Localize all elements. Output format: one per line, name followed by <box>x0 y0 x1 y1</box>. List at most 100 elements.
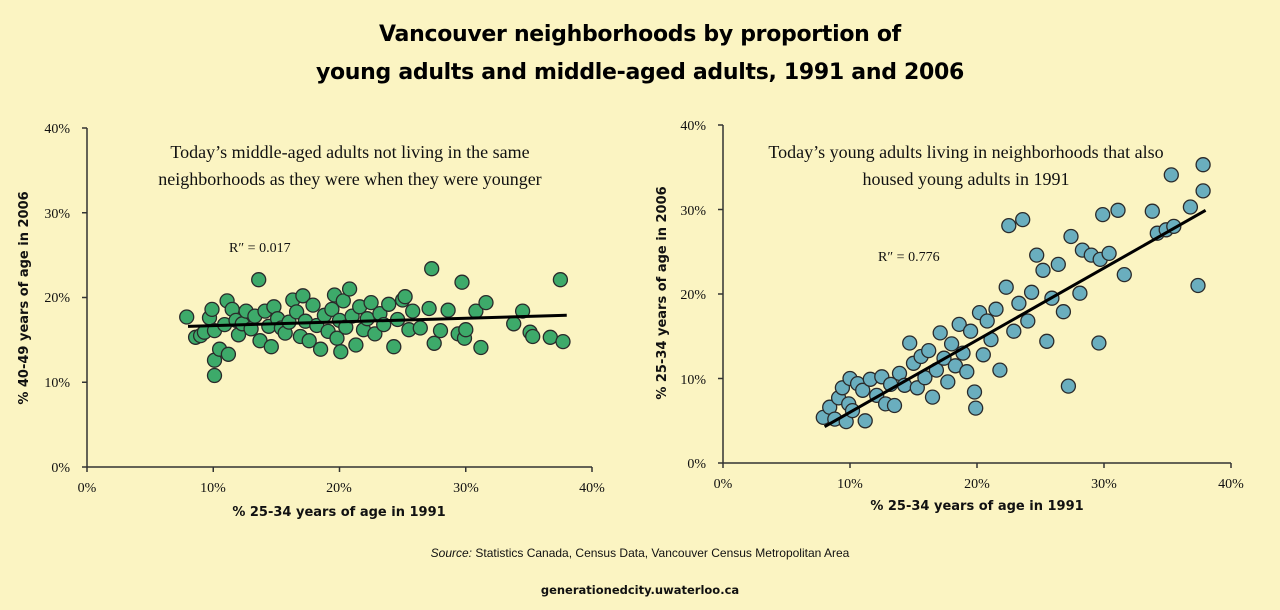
right-data-point <box>1163 167 1179 183</box>
right-y-tick-10: 10% <box>680 373 706 388</box>
left-data-point <box>335 293 351 309</box>
right-data-point <box>968 400 984 416</box>
right-data-point <box>1072 285 1088 301</box>
right-scatter-chart: 40% 30% 20% 10% 0% 0% 10% 20% 30% 40% % … <box>655 119 1244 514</box>
left-data-point <box>341 281 358 297</box>
right-x-axis-label: % 25-34 years of age in 1991 <box>870 499 1083 514</box>
right-data-point <box>855 382 871 398</box>
left-x-axis-label: % 25-34 years of age in 1991 <box>232 505 445 520</box>
right-data-point <box>1101 245 1117 262</box>
left-data-point <box>367 326 383 342</box>
left-y-tick-30: 30% <box>44 207 70 222</box>
left-data-point <box>295 288 311 304</box>
left-data-point <box>333 344 349 360</box>
left-y-tick-40: 40% <box>44 122 70 137</box>
left-data-point <box>204 301 220 318</box>
right-data-point <box>1011 295 1027 311</box>
source-label: Source: <box>430 546 473 560</box>
source-note: Source: Statistics Canada, Census Data, … <box>0 546 1280 560</box>
right-data-point <box>1001 217 1017 234</box>
right-data-point <box>1015 211 1031 228</box>
right-y-tick-40: 40% <box>680 119 706 134</box>
left-data-point <box>288 304 305 320</box>
right-data-point <box>1035 262 1051 278</box>
right-data-point <box>1182 199 1199 215</box>
left-x-tick-30: 30% <box>453 481 479 496</box>
left-data-point <box>555 333 571 350</box>
left-data-point <box>421 300 437 317</box>
right-data-point <box>1144 203 1160 219</box>
right-data-point <box>909 380 925 396</box>
right-data-point <box>932 325 948 341</box>
left-y-axis-label: % 40-49 years of age in 2006 <box>17 191 32 404</box>
right-x-tick-10: 10% <box>837 477 863 492</box>
right-data-point <box>1091 335 1107 351</box>
right-x-tick-0: 0% <box>714 477 733 492</box>
right-data-point <box>1195 157 1211 173</box>
right-r-squared: R″ = 0.776 <box>878 250 940 265</box>
left-data-point <box>426 335 442 351</box>
left-data-point <box>405 303 421 319</box>
left-data-point <box>324 301 340 318</box>
left-y-tick-20: 20% <box>44 291 70 306</box>
right-data-point <box>992 362 1008 378</box>
right-data-point <box>1050 256 1066 273</box>
right-x-tick-20: 20% <box>964 477 990 492</box>
left-data-point <box>440 302 456 318</box>
left-data-point <box>454 274 470 290</box>
site-url: generationedcity.uwaterloo.ca <box>540 583 740 597</box>
left-x-tick-10: 10% <box>200 481 226 496</box>
right-data-point <box>924 389 941 405</box>
left-data-point <box>478 294 494 311</box>
right-data-point <box>943 336 960 352</box>
left-data-point <box>263 339 279 355</box>
right-data-point <box>902 335 918 351</box>
right-data-point <box>1055 304 1072 320</box>
left-data-point <box>359 311 375 327</box>
right-annotation-line-1: Today’s young adults living in neighborh… <box>768 142 1163 162</box>
right-data-point <box>951 316 967 333</box>
left-ticks <box>82 127 593 472</box>
left-data-point <box>220 346 237 362</box>
left-data-point <box>432 322 449 339</box>
right-data-point <box>1195 183 1211 199</box>
right-data-point <box>959 364 975 380</box>
left-data-point <box>386 339 402 355</box>
left-data-point <box>301 333 317 349</box>
right-points <box>815 157 1211 430</box>
right-data-point <box>962 323 979 339</box>
left-data-point <box>424 261 440 277</box>
right-data-point <box>1020 313 1036 329</box>
right-x-tick-30: 30% <box>1091 477 1117 492</box>
right-data-point <box>1116 266 1132 283</box>
left-x-tick-40: 40% <box>579 481 605 496</box>
right-data-point <box>1029 247 1045 263</box>
right-data-point <box>988 301 1004 317</box>
right-data-point <box>1190 277 1206 294</box>
left-data-point <box>363 294 379 311</box>
left-annotation-line-2: neighborhoods as they were when they wer… <box>158 169 541 189</box>
right-data-point <box>886 397 903 414</box>
source-text: Statistics Canada, Census Data, Vancouve… <box>472 546 850 560</box>
left-data-point <box>542 329 558 345</box>
left-data-point <box>397 289 413 305</box>
chart-title-line-1: Vancouver neighborhoods by proportion of <box>379 22 901 47</box>
left-data-point <box>506 316 522 332</box>
right-x-tick-40: 40% <box>1218 477 1244 492</box>
right-annotation-line-2: housed young adults in 1991 <box>863 169 1070 189</box>
left-x-tick-0: 0% <box>78 481 97 496</box>
right-y-tick-0: 0% <box>687 457 706 472</box>
left-y-tick-10: 10% <box>44 376 70 391</box>
left-data-point <box>381 296 397 312</box>
right-data-point <box>857 413 873 429</box>
right-data-point <box>940 374 956 390</box>
right-data-point <box>1063 228 1079 245</box>
left-data-point <box>514 303 531 319</box>
left-data-point <box>525 328 541 345</box>
left-trendline <box>187 313 567 328</box>
right-data-point <box>1095 206 1111 223</box>
chart-title-line-2: young adults and middle-aged adults, 199… <box>315 60 965 85</box>
left-r-squared: R″ = 0.017 <box>229 241 291 256</box>
right-data-point <box>1023 284 1040 300</box>
